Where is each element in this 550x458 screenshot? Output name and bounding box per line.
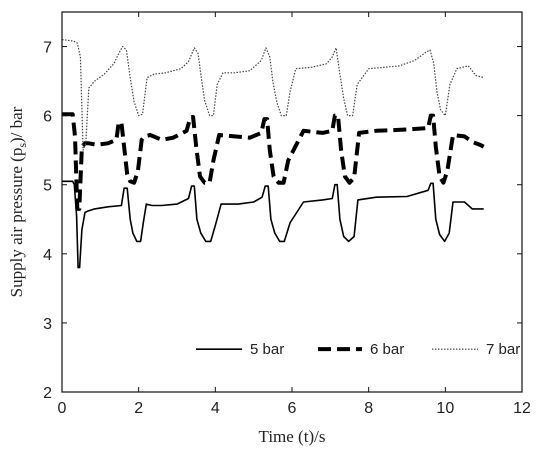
y-tick-label: 4 — [43, 247, 52, 264]
series-line-7-bar — [61, 39, 484, 151]
x-tick-label: 6 — [288, 400, 297, 417]
x-tick-label: 2 — [134, 400, 143, 417]
y-axis-title-suffix: )/ bar — [7, 106, 26, 143]
y-tick-label: 2 — [43, 385, 52, 402]
x-tick-label: 0 — [58, 400, 67, 417]
legend-label: 5 bar — [250, 341, 284, 358]
y-axis-title: Supply air pressure (ps)/ bar — [7, 106, 29, 297]
y-axis-title-subscript: s — [15, 143, 29, 148]
x-tick-label: 12 — [513, 400, 531, 417]
x-tick-label: 8 — [364, 400, 373, 417]
x-axis-title: Time (t)/s — [259, 427, 326, 446]
legend-label: 7 bar — [486, 341, 520, 358]
series-layer — [61, 39, 485, 269]
y-tick-label: 3 — [43, 316, 52, 333]
y-axis-title-main: Supply air pressure (p — [7, 148, 26, 298]
x-tick-label: 4 — [211, 400, 220, 417]
y-tick-label: 5 — [43, 178, 52, 195]
legend-label: 6 bar — [370, 341, 404, 358]
x-tick-label: 10 — [436, 400, 454, 417]
series-line-5-bar — [62, 180, 484, 269]
y-tick-label: 7 — [43, 40, 52, 57]
legend: 5 bar 6 bar 7 bar — [196, 341, 520, 358]
series-line-6-bar — [62, 112, 485, 211]
y-tick-label: 6 — [43, 109, 52, 126]
